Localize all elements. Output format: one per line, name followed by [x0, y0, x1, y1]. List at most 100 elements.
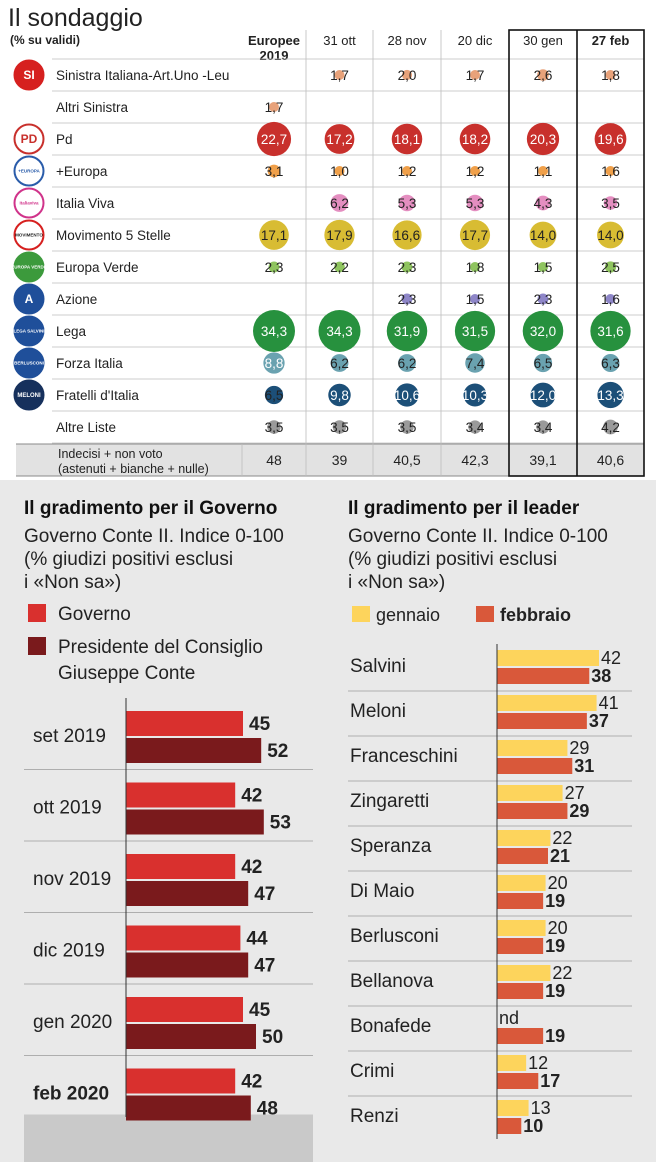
chart-subtitle: Governo Conte II. Indice 0-100	[24, 526, 284, 547]
party-logo-circle	[13, 283, 45, 315]
poll-value: 34,3	[261, 324, 287, 339]
poll-value: 6,2	[330, 196, 349, 211]
poll-bubble	[401, 293, 413, 305]
poll-bubble	[401, 69, 413, 81]
legend-label: febbraio	[500, 605, 571, 625]
poll-bubble	[400, 420, 414, 434]
bar-febbraio	[497, 938, 544, 954]
poll-bubble	[324, 219, 355, 251]
poll-bubble	[529, 221, 557, 249]
column-header: 20 dic	[458, 33, 493, 48]
bar-governo	[126, 997, 243, 1022]
poll-value: 1,1	[534, 164, 553, 179]
poll-bubble	[395, 383, 419, 407]
poll-bubble	[601, 354, 620, 372]
party-logo-circle	[13, 219, 45, 251]
poll-bubble	[398, 354, 416, 372]
poll-bubble	[470, 166, 480, 176]
poll-value: 3,5	[330, 420, 349, 435]
bar-value: 47	[254, 956, 275, 977]
poll-value: 2,3	[534, 292, 553, 307]
poll-value: 8,8	[265, 356, 284, 371]
bar-value: 45	[249, 1000, 271, 1021]
poll-bubble	[604, 261, 617, 273]
bar-value: 42	[241, 1072, 262, 1093]
approval-panels: Il gradimento per il Governo Governo Cont…	[0, 480, 656, 1162]
poll-bubble	[605, 294, 616, 304]
party-logo-icon: A	[13, 283, 45, 315]
bar-governo	[126, 925, 241, 951]
poll-value: 2,3	[398, 292, 417, 307]
poll-bubble	[605, 166, 616, 176]
bar-value: 53	[270, 813, 291, 834]
bar-value: 42	[241, 786, 262, 807]
poll-bubble	[269, 102, 279, 112]
leader-label: Franceschini	[350, 746, 458, 767]
party-logo-icon: MOVIMENTO	[13, 219, 45, 251]
poll-bubble	[253, 310, 295, 352]
poll-value: 22,7	[261, 132, 287, 147]
bar-value: 42	[601, 648, 621, 668]
bar-value: 22	[552, 963, 572, 983]
bar-value: 52	[267, 741, 288, 762]
party-logo-circle	[13, 315, 45, 347]
party-logo-circle	[13, 251, 45, 283]
bar-value: 17	[540, 1071, 560, 1091]
poll-value: 1,0	[330, 164, 349, 179]
bar-conte	[126, 881, 249, 906]
undecided-value: 42,3	[461, 452, 488, 468]
chart-subtitle: Governo Conte II. Indice 0-100	[348, 526, 608, 547]
undecided-value: 40,6	[597, 452, 624, 468]
poll-bubble	[533, 353, 553, 373]
poll-bubble	[535, 195, 551, 211]
bar-value: 21	[550, 846, 570, 866]
bar-value: 10	[523, 1116, 543, 1136]
poll-title: Il sondaggio	[8, 4, 143, 32]
poll-value: 31,9	[394, 324, 420, 339]
poll-value: 5,3	[398, 196, 417, 211]
bar-value: 19	[545, 1026, 565, 1046]
poll-value: 7,4	[466, 356, 485, 371]
poll-bubble	[605, 70, 616, 80]
bar-value: 47	[254, 884, 275, 905]
party-logo-icon: italiaviva	[13, 187, 45, 219]
bar-value: 19	[545, 936, 565, 956]
poll-value: 1,7	[466, 68, 485, 83]
poll-value: 20,3	[530, 132, 556, 147]
poll-value: 6,5	[534, 356, 553, 371]
party-name: +Europa	[56, 164, 108, 179]
column-header-year: 2019	[260, 48, 289, 63]
chart-title: Il gradimento per il leader	[348, 498, 580, 519]
poll-bubble	[332, 420, 347, 434]
poll-bubble	[522, 310, 564, 352]
poll-bubble	[264, 385, 284, 405]
undecided-label: Indecisi + non voto	[58, 447, 163, 461]
poll-value: 6,2	[330, 356, 349, 371]
bar-febbraio	[497, 713, 587, 729]
party-logo-circle	[13, 347, 45, 379]
chart-subtitle: (% giudizi positivi esclusi	[24, 549, 233, 570]
category-label: nov 2019	[33, 869, 111, 890]
bar-febbraio	[497, 803, 568, 819]
poll-bubble	[334, 261, 345, 273]
bar-febbraio	[497, 1028, 544, 1044]
bar-value: 45	[249, 714, 271, 735]
column-header: 31 ott	[323, 33, 356, 48]
bar-value: 12	[528, 1053, 548, 1073]
bar-value: 19	[545, 981, 565, 1001]
poll-bubble	[470, 262, 480, 272]
poll-value: 3,4	[534, 420, 553, 435]
bar-value: 42	[241, 857, 262, 878]
poll-bubble	[466, 194, 484, 212]
poll-value: 31,5	[462, 324, 488, 339]
approval-charts: Il gradimento per il Governo Governo Cont…	[24, 498, 632, 1162]
legend-label: Giuseppe Conte	[58, 663, 195, 684]
party-logo-icon: BERLUSCONI	[13, 347, 45, 379]
poll-bubble	[537, 293, 549, 305]
poll-bubble	[530, 382, 556, 408]
category-label: dic 2019	[33, 941, 105, 962]
poll-bubble	[330, 194, 349, 212]
poll-value: 18,1	[394, 132, 420, 147]
bar-value: 38	[591, 666, 611, 686]
poll-value: 6,5	[265, 388, 284, 403]
